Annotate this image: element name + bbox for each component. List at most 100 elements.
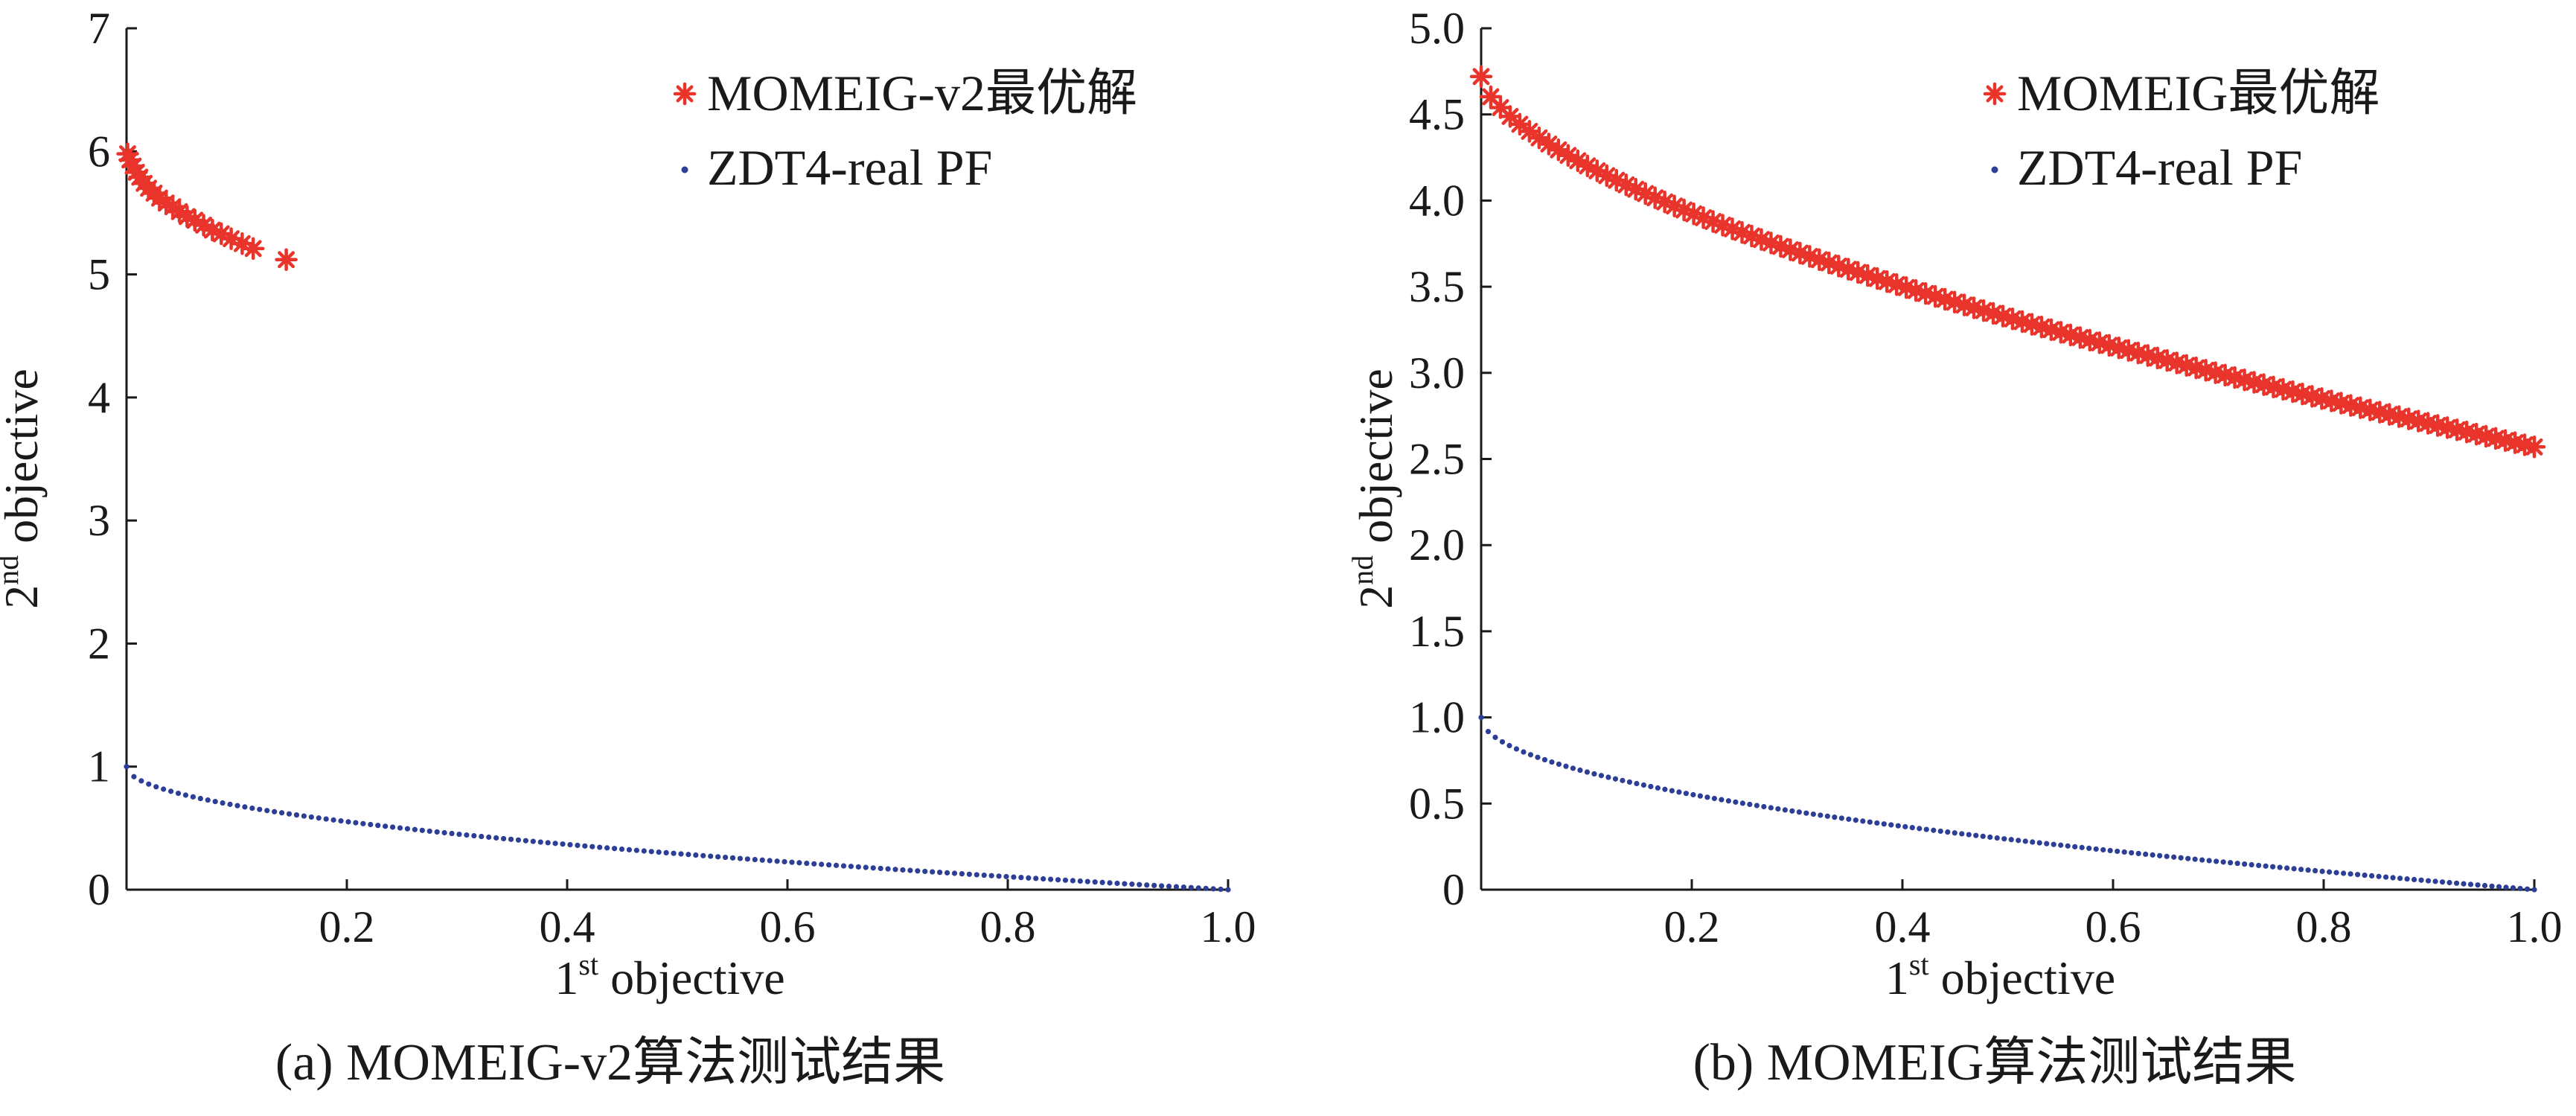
data-point: [1711, 795, 1717, 802]
data-point: [1846, 816, 1852, 822]
x-tick-label: 0.6: [760, 902, 816, 951]
data-point: [2115, 848, 2120, 855]
data-point: [1881, 821, 1887, 827]
data-point: [996, 873, 1002, 879]
data-point: [2234, 861, 2240, 867]
data-point: [493, 835, 499, 841]
data-point: [1107, 880, 1113, 886]
legend-marker: [1983, 82, 2007, 106]
x-tick-label: 0.8: [980, 902, 1036, 951]
data-point: [1062, 877, 1069, 883]
data-point: [722, 854, 729, 861]
data-point: [575, 842, 581, 849]
data-point: [190, 794, 196, 800]
data-point: [1210, 886, 1216, 892]
y-tick-label: 6: [88, 127, 110, 176]
data-point: [1469, 65, 1493, 89]
y-tick-label: 1.0: [1409, 693, 1465, 742]
data-point: [1648, 783, 1654, 790]
data-point: [729, 855, 736, 861]
data-point: [2453, 880, 2460, 886]
data-point: [782, 858, 787, 865]
data-point: [1690, 791, 1696, 798]
data-point: [1902, 823, 1908, 830]
legend-marker: [681, 166, 688, 173]
y-tick-label: 0: [88, 865, 110, 914]
data-point: [1099, 879, 1105, 885]
x-tick-label: 1.0: [1201, 902, 1256, 951]
data-point: [124, 764, 130, 770]
data-point: [826, 862, 832, 868]
y-tick-label: 4: [88, 373, 110, 422]
legend-label: MOMEIG最优解: [2017, 65, 2380, 121]
data-point: [1782, 807, 1788, 813]
chart-panel-a: 0 1 2 3 4 5 6 7 0.2 0.4 0.6 0.8 1.0 1st objective 2nd …: [0, 4, 1256, 1091]
y-tick-label: 3.5: [1409, 262, 1465, 311]
data-point: [892, 867, 898, 873]
data-point: [1676, 789, 1682, 795]
data-point: [2467, 881, 2474, 887]
data-point: [1832, 814, 1838, 820]
x-tick-label: 0.2: [319, 902, 375, 951]
data-point: [2522, 436, 2546, 459]
data-point: [708, 853, 714, 859]
data-point: [264, 808, 270, 814]
data-point: [449, 830, 455, 837]
data-point: [648, 849, 654, 855]
data-point: [2319, 868, 2325, 874]
data-point: [182, 792, 189, 798]
y-tick-label: 0: [1442, 865, 1465, 914]
data-point: [316, 815, 322, 821]
data-point: [1973, 832, 1979, 838]
data-point: [2150, 852, 2155, 858]
data-point: [1570, 765, 1576, 771]
data-point: [2531, 887, 2537, 893]
data-point: [959, 871, 965, 877]
data-point: [1070, 878, 1076, 884]
data-point: [2313, 867, 2318, 874]
data-point: [1775, 806, 1781, 812]
data-point: [1159, 883, 1165, 889]
data-point: [2397, 876, 2403, 881]
data-point: [1077, 878, 1083, 884]
data-point: [293, 812, 300, 818]
data-point: [885, 866, 891, 872]
data-point: [257, 806, 263, 812]
data-point: [1768, 805, 1774, 811]
data-point: [426, 828, 432, 835]
data-point: [2036, 840, 2042, 846]
data-point: [1987, 834, 1993, 841]
data-point: [1719, 797, 1725, 803]
panel-caption: (b) MOMEIG算法测试结果: [1693, 1034, 2297, 1091]
data-point: [1092, 879, 1098, 885]
data-point: [2481, 882, 2488, 889]
data-point: [1166, 883, 1172, 890]
data-point: [241, 237, 265, 261]
data-point: [1598, 773, 1605, 779]
x-axis-label: 1st objective: [1885, 948, 2115, 1004]
data-point: [744, 856, 750, 862]
data-point: [1888, 822, 1894, 828]
x-axis-label: 1st objective: [554, 948, 784, 1004]
data-point: [234, 803, 240, 809]
data-point: [464, 832, 470, 838]
data-point: [2376, 873, 2382, 879]
data-point: [1508, 112, 1532, 136]
data-point: [2461, 881, 2467, 887]
data-point: [515, 837, 522, 843]
data-point: [589, 844, 595, 849]
data-point: [671, 850, 677, 856]
data-point: [1867, 819, 1873, 825]
y-tick-label: 3: [88, 496, 110, 545]
data-point: [1055, 877, 1061, 883]
data-point: [974, 872, 979, 878]
data-point: [330, 817, 336, 823]
data-point: [1018, 875, 1024, 881]
data-point: [471, 832, 477, 839]
data-point: [1033, 876, 1039, 881]
data-point: [508, 836, 514, 842]
data-point: [2489, 883, 2495, 889]
data-point: [2517, 885, 2523, 892]
data-point: [2065, 843, 2071, 849]
data-point: [2164, 853, 2170, 859]
